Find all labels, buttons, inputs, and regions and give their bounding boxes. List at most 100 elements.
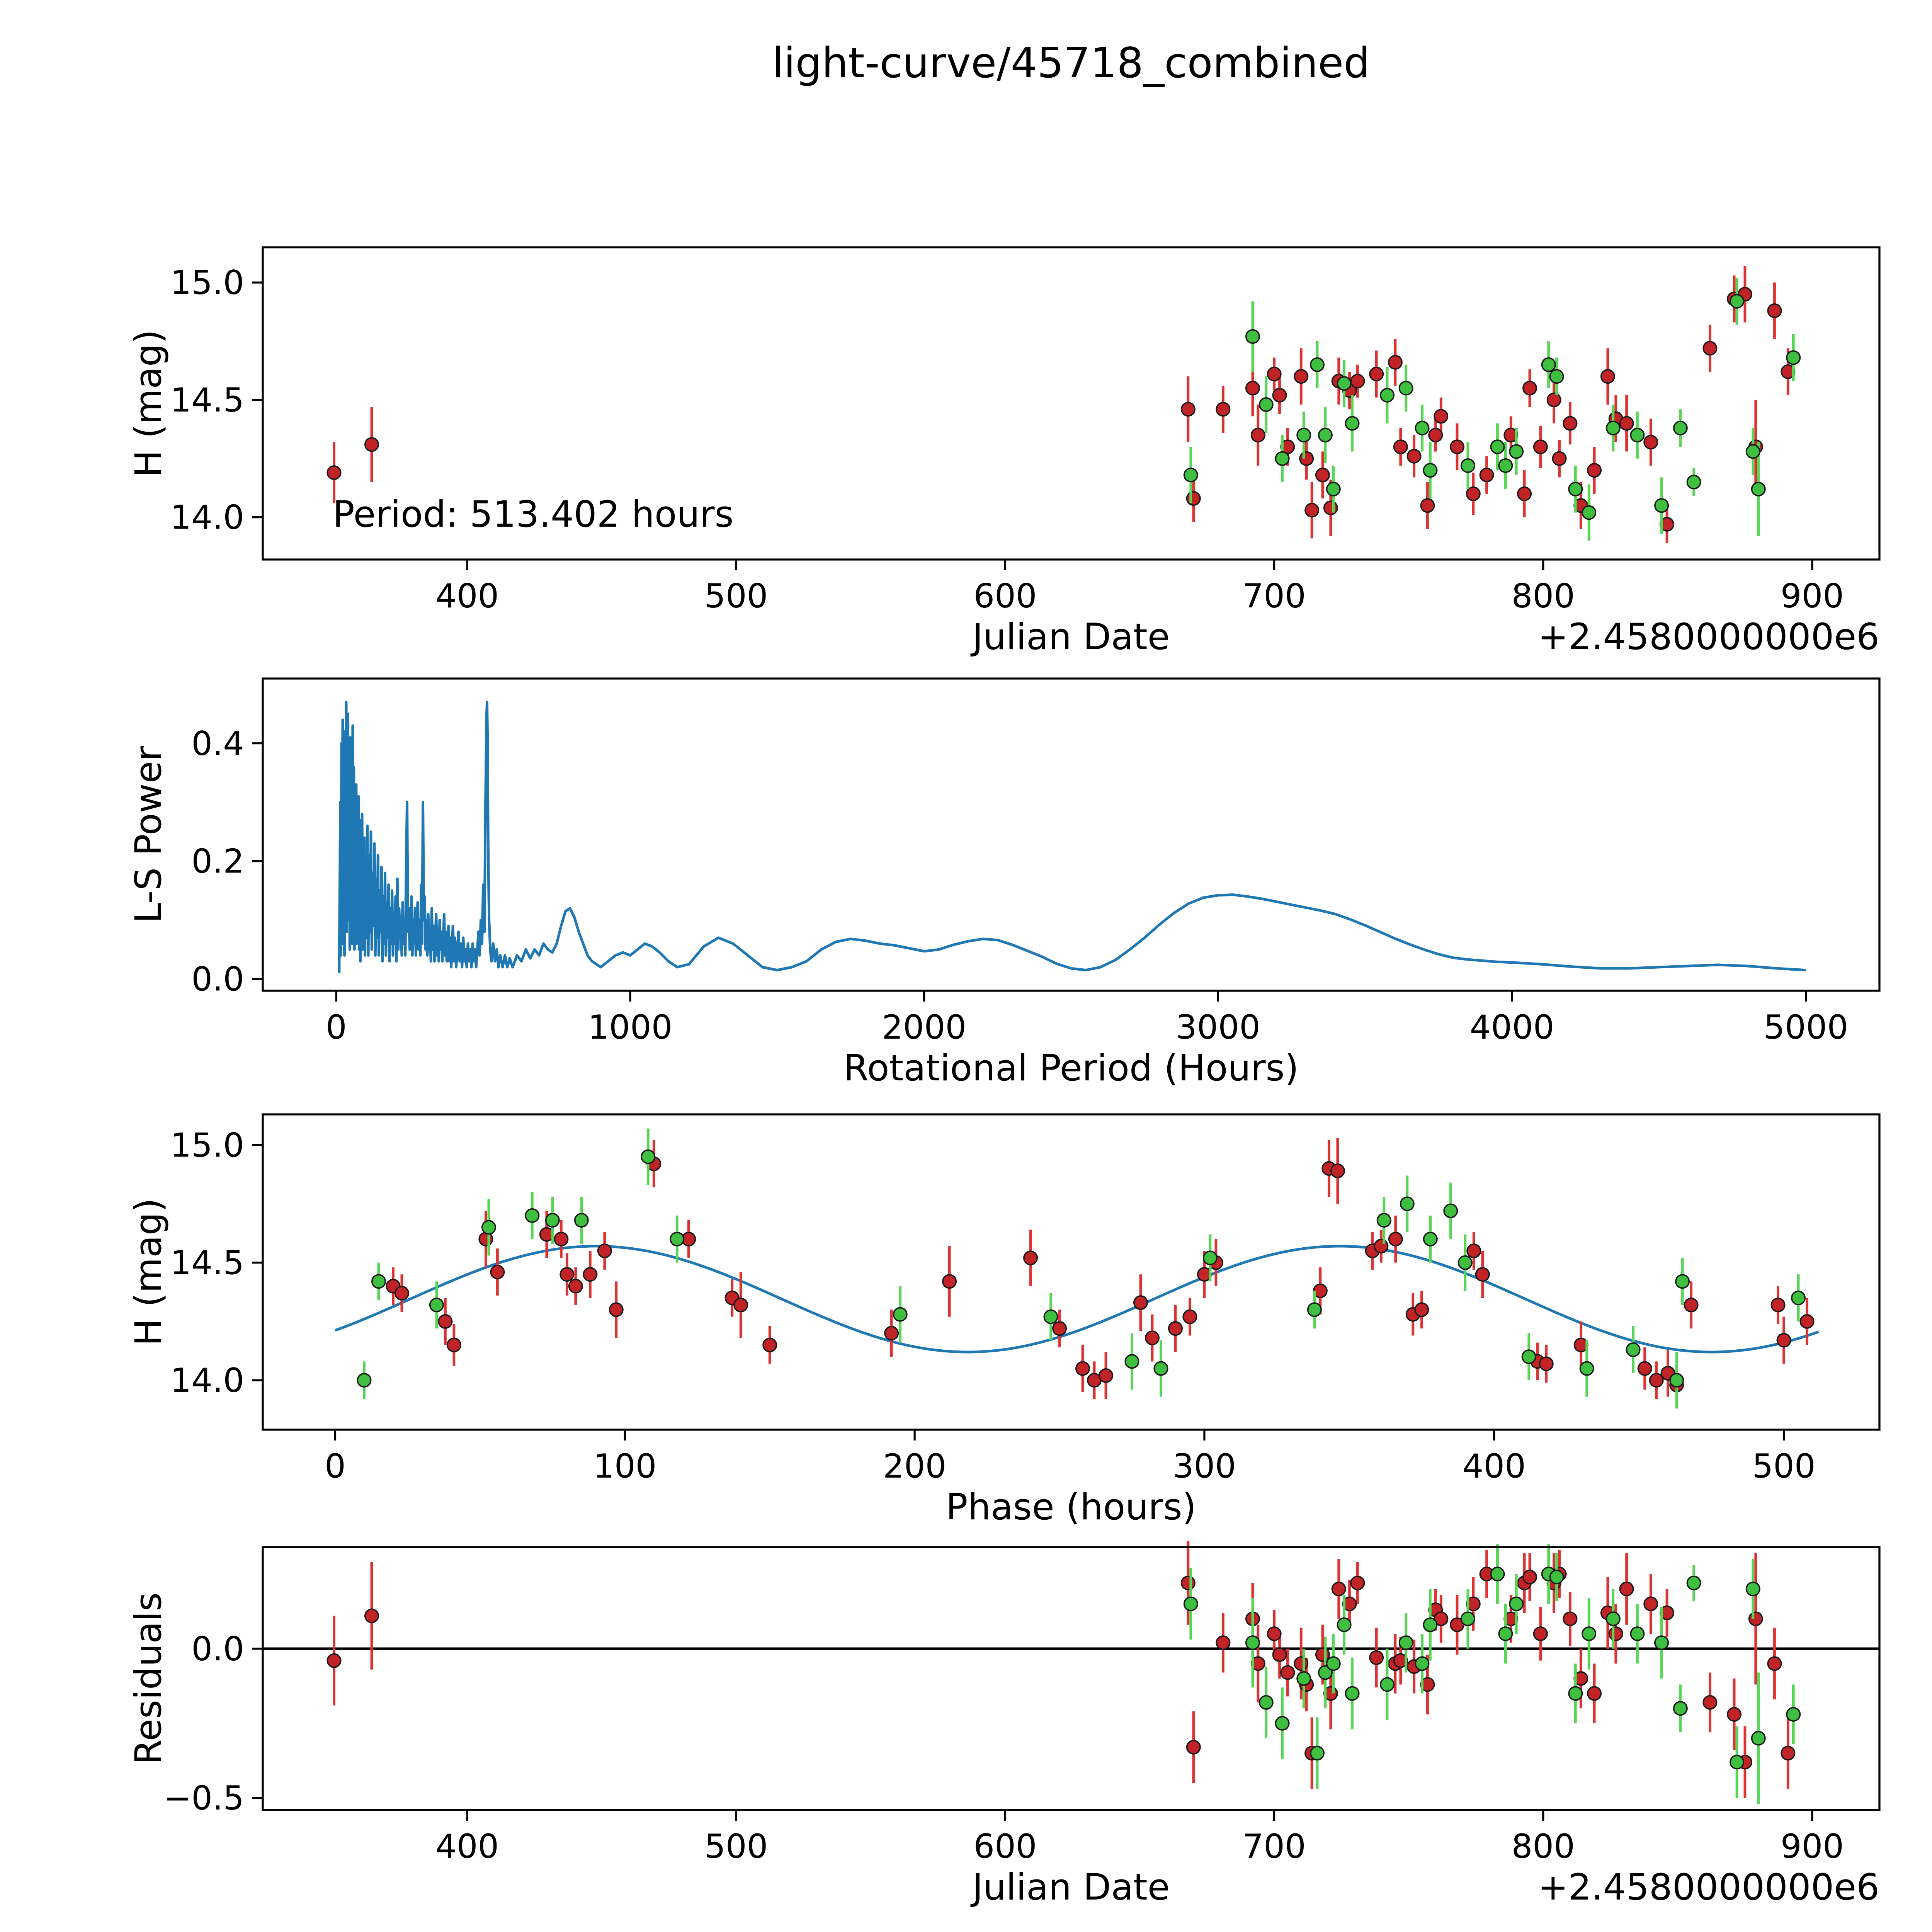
data-point (1605, 1611, 1621, 1626)
x-tick-label: 800 (1512, 1827, 1575, 1866)
data-point (1702, 1695, 1718, 1710)
data-point (1052, 1321, 1067, 1336)
data-point (1498, 1626, 1513, 1641)
data-point (1267, 1626, 1282, 1641)
x-tick-label: 100 (593, 1447, 656, 1486)
data-point (438, 1314, 453, 1329)
x-tick-label: 500 (1752, 1447, 1815, 1486)
data-point (1388, 355, 1403, 370)
x-tick-label: 800 (1512, 577, 1575, 616)
data-point (1541, 357, 1556, 372)
data-point (1605, 420, 1621, 435)
x-axis-label: Julian Date (970, 616, 1170, 658)
data-point (1345, 1686, 1360, 1701)
x-tick-label: 400 (435, 1827, 499, 1866)
x-tick-label: 300 (1173, 1447, 1236, 1486)
data-point (1490, 439, 1505, 454)
data-point (1509, 444, 1524, 459)
x-axis-label: Phase (hours) (946, 1486, 1196, 1528)
x-tick-label: 0 (325, 1447, 346, 1486)
data-point (1023, 1250, 1038, 1265)
axes-frame (262, 1546, 1881, 1811)
x-tick-label: 400 (435, 577, 499, 616)
data-point (1643, 435, 1658, 450)
data-point (545, 1213, 560, 1228)
data-point (1388, 1231, 1403, 1247)
y-tick-label: 14.5 (170, 381, 244, 420)
data-point (1183, 468, 1198, 483)
data-point (1337, 376, 1352, 391)
data-point (1182, 1309, 1197, 1324)
data-point (609, 1302, 624, 1317)
data-point (762, 1337, 777, 1352)
data-point (364, 437, 379, 452)
data-point (1626, 1342, 1641, 1357)
data-point (1423, 1231, 1438, 1247)
data-point (1350, 1575, 1365, 1590)
data-point (1245, 329, 1260, 344)
data-point (1428, 428, 1443, 443)
data-point (1250, 428, 1265, 443)
data-point (1654, 498, 1669, 513)
data-point (1727, 1707, 1742, 1722)
data-point (1326, 481, 1341, 497)
data-point (1180, 1575, 1196, 1590)
data-point (1767, 1656, 1782, 1671)
data-point (1460, 1611, 1475, 1626)
data-point (1098, 1368, 1113, 1383)
x-axis-offset-label: +2.4580000000e6 (1538, 616, 1879, 658)
data-point (1294, 369, 1309, 384)
axes-frame (262, 1113, 1881, 1431)
data-point (1522, 1570, 1537, 1585)
y-tick-label: 15.0 (170, 1126, 244, 1165)
data-point (1369, 367, 1384, 382)
data-point (1180, 402, 1196, 417)
y-axis-label: Residuals (128, 1592, 170, 1765)
data-point (429, 1298, 444, 1313)
data-point (1323, 500, 1338, 515)
data-point (327, 465, 342, 480)
data-point (490, 1265, 505, 1280)
data-point (1619, 1582, 1634, 1597)
data-point (1259, 397, 1274, 412)
x-tick-label: 700 (1243, 1827, 1306, 1866)
y-axis-label: H (mag) (128, 1198, 170, 1346)
data-point (1380, 1677, 1395, 1692)
data-point (1272, 1647, 1287, 1662)
data-point (1751, 481, 1766, 497)
data-point (1310, 357, 1325, 372)
data-point (1315, 468, 1330, 483)
y-tick-label: 14.0 (170, 498, 244, 537)
y-tick-label: 15.0 (170, 264, 244, 302)
figure-title: light-curve/45718_combined (772, 39, 1370, 87)
red-series (386, 1138, 1815, 1404)
data-point (1684, 1298, 1699, 1313)
data-point (394, 1286, 409, 1301)
data-point (1568, 1686, 1583, 1701)
data-point (1509, 1596, 1524, 1611)
data-point (568, 1279, 583, 1294)
data-point (1315, 1647, 1330, 1662)
data-point (1299, 451, 1314, 466)
y-tick-label: 0.0 (191, 1630, 244, 1668)
data-point (1745, 1582, 1760, 1597)
data-point (560, 1267, 575, 1282)
data-point (1075, 1361, 1090, 1376)
data-point (1272, 388, 1287, 403)
data-point (1304, 503, 1320, 518)
data-point (1490, 1566, 1505, 1582)
y-tick-label: 14.0 (170, 1361, 244, 1400)
y-axis-label: L-S Power (128, 746, 170, 923)
data-point (1533, 1626, 1548, 1641)
data-point (1350, 374, 1365, 389)
data-point (1318, 1665, 1333, 1680)
data-point (357, 1373, 372, 1388)
data-point (1799, 1314, 1815, 1329)
data-point (1587, 1686, 1602, 1701)
data-point (1539, 1356, 1554, 1371)
ls-power-curve (338, 701, 1806, 973)
data-point (670, 1231, 685, 1247)
data-point (1245, 1635, 1260, 1650)
data-point (1552, 451, 1567, 466)
